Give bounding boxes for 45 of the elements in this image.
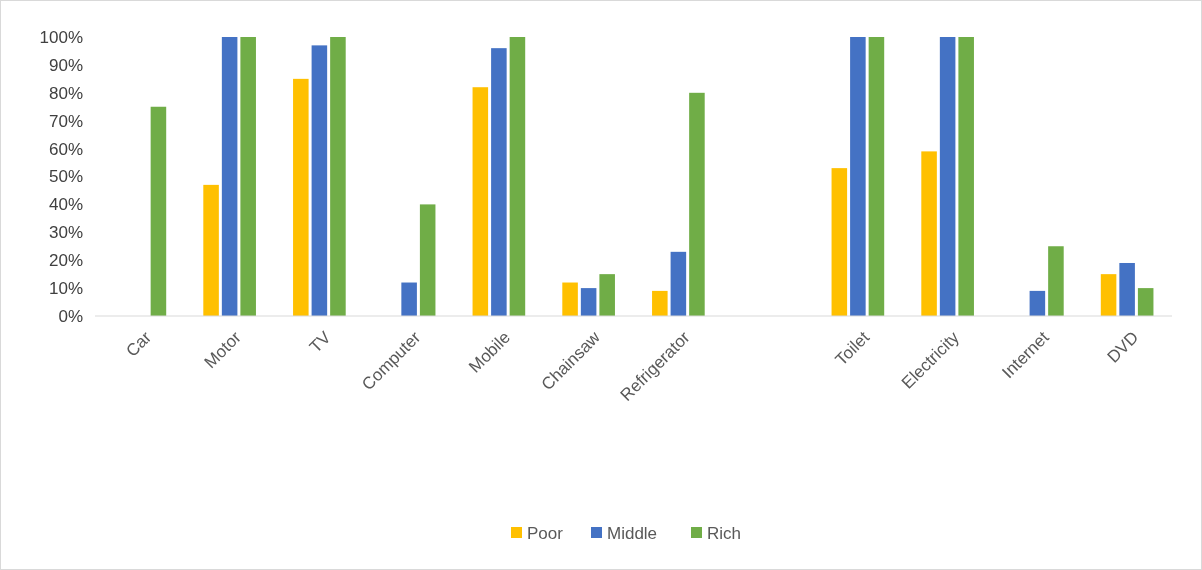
bar [509, 37, 526, 316]
bar [293, 78, 309, 316]
bar [1029, 290, 1046, 316]
bar [1100, 274, 1117, 316]
bar [958, 37, 974, 316]
bar [562, 282, 578, 316]
bar [311, 45, 328, 316]
y-tick-label: 30% [48, 223, 83, 243]
bar [850, 37, 866, 316]
y-tick-label: 50% [48, 167, 83, 187]
bar [1048, 246, 1064, 316]
y-tick-label: 70% [48, 111, 83, 131]
bar [939, 37, 956, 316]
y-tick-label: 0% [58, 306, 83, 326]
y-tick-label: 80% [48, 83, 83, 103]
legend-label: Middle [607, 523, 658, 543]
bar [419, 204, 436, 316]
bar [240, 37, 256, 316]
bar [652, 290, 668, 316]
y-tick-label: 100% [39, 27, 83, 47]
y-tick-label: 40% [48, 195, 83, 215]
bar [831, 168, 848, 316]
y-tick-label: 20% [48, 251, 83, 271]
bar [670, 251, 687, 316]
x-tick-label: TV [305, 327, 336, 357]
bar [580, 288, 597, 316]
bar [689, 92, 705, 316]
bar [221, 37, 238, 316]
bar [491, 48, 507, 316]
y-tick-label: 60% [48, 139, 83, 159]
legend-label: Poor [527, 523, 564, 543]
x-tick-label: Car [122, 327, 156, 361]
bar [472, 87, 489, 316]
bar [599, 274, 615, 316]
bar [1119, 262, 1135, 316]
bar [330, 37, 346, 316]
y-tick-label: 90% [48, 55, 83, 75]
bar [921, 151, 937, 316]
bar [401, 282, 417, 316]
bar [203, 184, 219, 316]
bar [1137, 288, 1154, 316]
bar [868, 37, 885, 316]
legend-label: Rich [707, 523, 742, 543]
bar [150, 106, 167, 316]
y-tick-label: 10% [48, 279, 83, 299]
